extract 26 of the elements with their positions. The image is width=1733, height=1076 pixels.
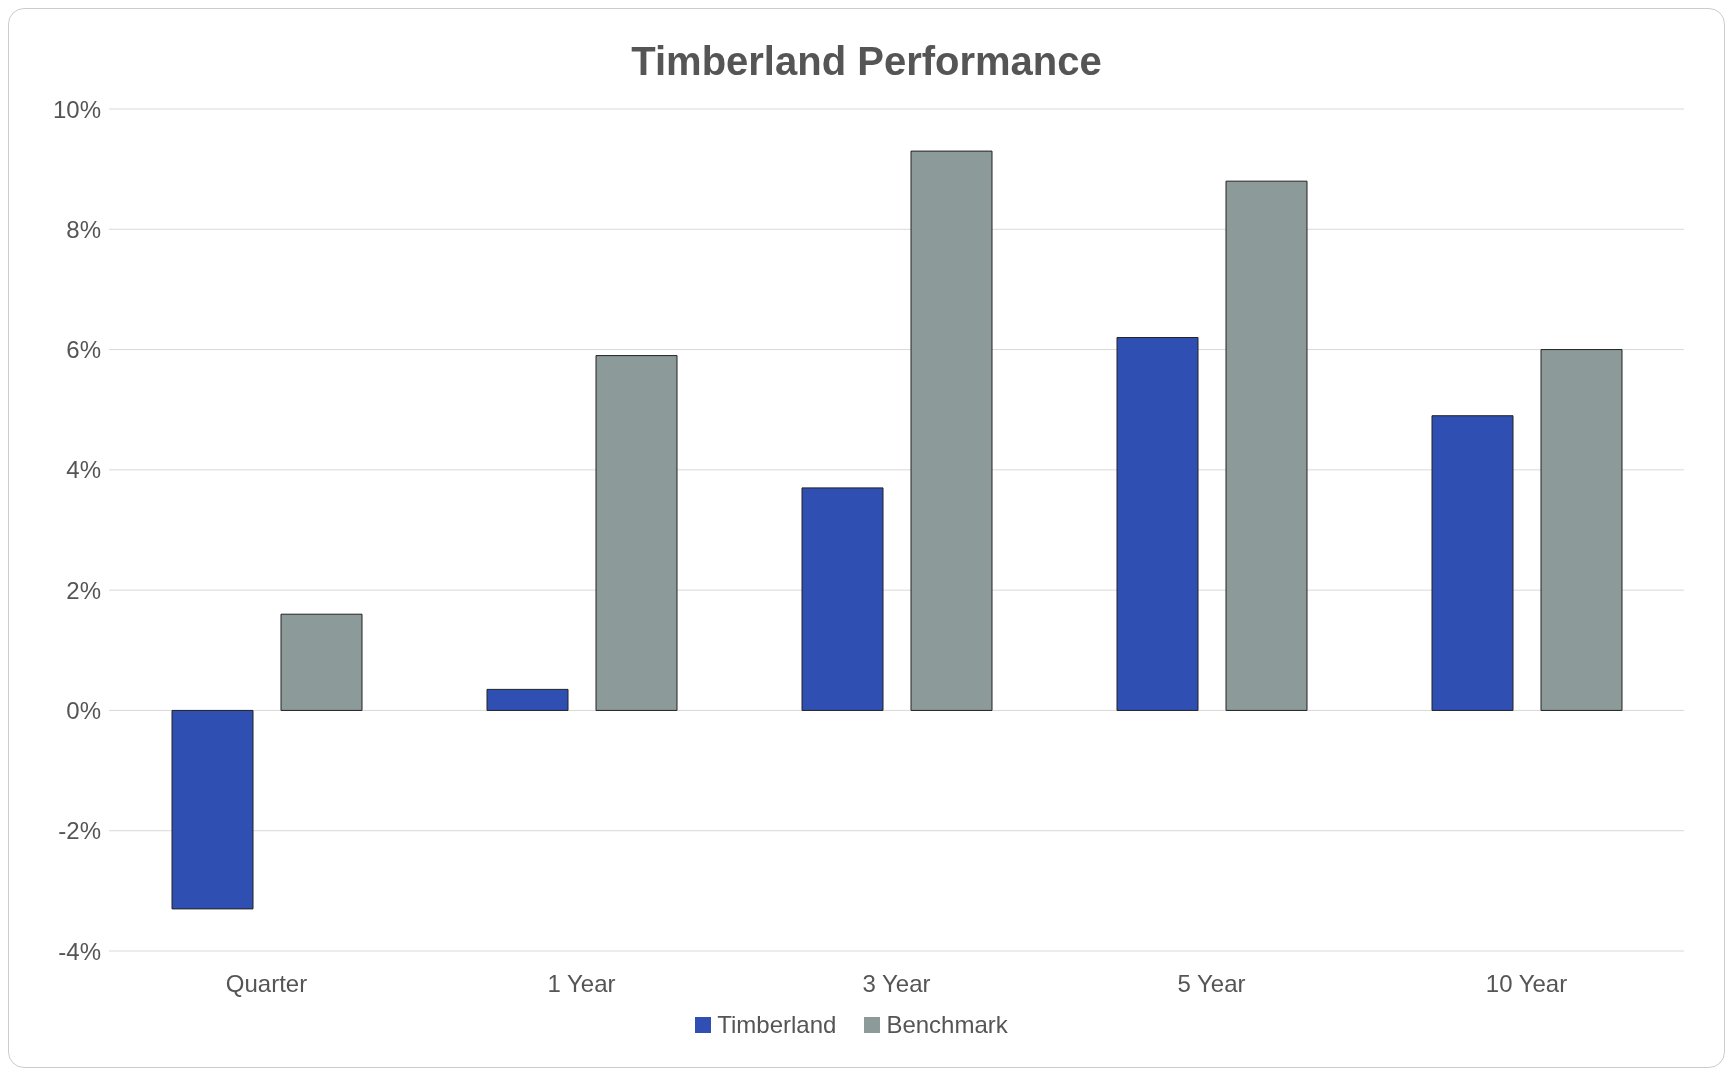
bar: [801, 487, 884, 711]
bar: [1431, 415, 1514, 711]
bar: [595, 355, 678, 711]
y-tick-label: -2%: [58, 817, 101, 845]
bar: [1116, 337, 1199, 711]
bar: [486, 688, 569, 711]
x-tick-label: 1 Year: [547, 970, 616, 998]
bar: [1225, 180, 1308, 711]
x-tick-label: 10 Year: [1485, 970, 1568, 998]
chart-title: Timberland Performance: [631, 39, 1102, 83]
y-tick-label: 4%: [66, 456, 101, 484]
y-tick-label: 8%: [66, 215, 101, 243]
y-tick-label: 0%: [66, 696, 101, 724]
x-tick-label: 5 Year: [1177, 970, 1246, 998]
x-tick-label: 3 Year: [862, 970, 931, 998]
y-tick-label: -4%: [58, 937, 101, 965]
legend-label: Timberland: [716, 1011, 837, 1039]
bar: [1540, 349, 1623, 711]
y-tick-label: 10%: [52, 95, 101, 123]
y-tick-label: 2%: [66, 576, 101, 604]
bar: [171, 709, 254, 910]
bar: [910, 150, 993, 711]
y-tick-label: 6%: [66, 336, 101, 364]
legend-label: Benchmark: [885, 1011, 1008, 1039]
bar: [280, 613, 363, 711]
x-tick-label: Quarter: [225, 970, 308, 998]
